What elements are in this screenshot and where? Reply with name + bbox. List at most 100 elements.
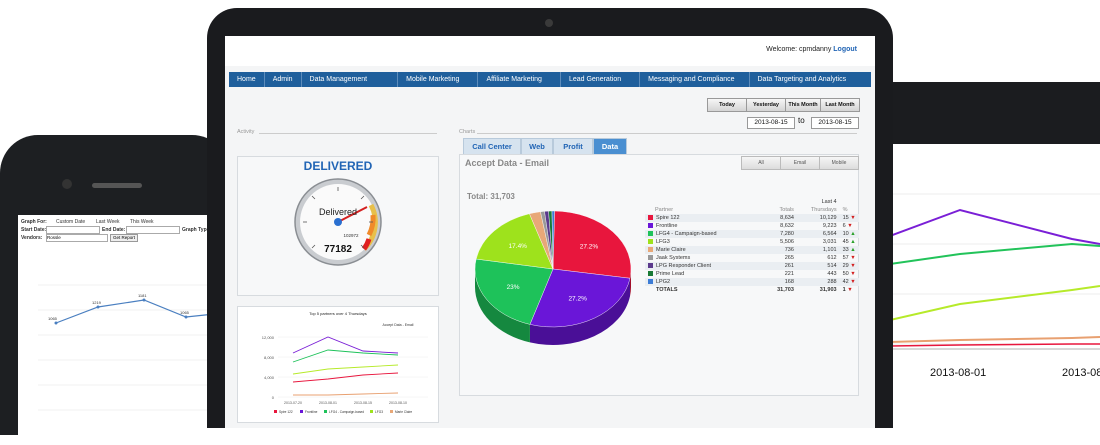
nav-affiliate-marketing[interactable]: Affiliate Marketing bbox=[478, 72, 561, 87]
mini-legend-item: LFG4 - Campaign-based bbox=[329, 410, 364, 414]
partner-totals: 8,632 bbox=[780, 223, 794, 229]
nav-messaging-compliance[interactable]: Messaging and Compliance bbox=[640, 72, 750, 87]
table-row[interactable]: LPG2 168 288 42 ▼ bbox=[645, 278, 859, 286]
partner-name: Prime Lead bbox=[656, 271, 685, 277]
legend-swatch bbox=[648, 231, 653, 237]
pie-slice-side bbox=[475, 269, 530, 343]
filter-mobile-button[interactable]: Mobile bbox=[819, 156, 859, 170]
partner-name: LFG4 - Campaign-based bbox=[656, 231, 717, 237]
vendor-select[interactable]: Rossle bbox=[46, 234, 108, 242]
gauge-sub-value: 102972 bbox=[343, 233, 359, 238]
mini-chart-title: Top 5 partners over 4 Thursdays bbox=[309, 311, 367, 316]
partner-pct: 1 ▼ bbox=[842, 287, 853, 293]
pie-slice[interactable] bbox=[474, 258, 554, 325]
custom-date-radio[interactable]: Custom Date bbox=[56, 219, 86, 225]
today-button[interactable]: Today bbox=[707, 98, 747, 112]
pie-slice[interactable] bbox=[475, 213, 554, 270]
nav-home[interactable]: Home bbox=[229, 72, 265, 87]
nav-admin[interactable]: Admin bbox=[265, 72, 302, 87]
logout-link[interactable]: Logout bbox=[833, 46, 857, 53]
phone-series-line bbox=[55, 299, 225, 324]
filter-all-button[interactable]: All bbox=[741, 156, 781, 170]
tab-data[interactable]: Data bbox=[593, 138, 627, 155]
partner-name: LFG3 bbox=[656, 239, 670, 245]
charts-label: Charts bbox=[459, 129, 476, 135]
mini-x-tick: 2013-08-15 bbox=[354, 401, 372, 405]
series-line-green bbox=[890, 242, 1100, 265]
date-to-input[interactable]: 2013-08-15 bbox=[811, 117, 859, 129]
mini-y-tick: 12,000 bbox=[262, 335, 275, 340]
pie-slice-side bbox=[529, 278, 630, 345]
x-tick-label: 2013-08 bbox=[1062, 367, 1100, 379]
tab-call-center[interactable]: Call Center bbox=[463, 138, 521, 155]
partner-name: LPG Responder Client bbox=[656, 263, 712, 269]
nav-mobile-marketing[interactable]: Mobile Marketing bbox=[398, 72, 479, 87]
last-week-radio[interactable]: Last Week bbox=[96, 219, 120, 225]
col-header-last4: Last 4 bbox=[821, 199, 837, 205]
gauge-label: Delivered bbox=[319, 207, 357, 217]
filter-email-button[interactable]: Email bbox=[780, 156, 820, 170]
table-row[interactable]: Prime Lead 221 443 50 ▼ bbox=[645, 270, 859, 278]
gauge-title: DELIVERED bbox=[303, 159, 373, 173]
col-header-thursdays: Thursdays bbox=[810, 207, 837, 213]
gauge-panel: DELIVERED Delivered 102972 77182 bbox=[237, 156, 439, 296]
partner-pct: 33 ▲ bbox=[842, 247, 856, 253]
start-date-label: Start Date: bbox=[21, 227, 47, 233]
table-row[interactable]: Jaak Systems 265 612 57 ▼ bbox=[645, 254, 859, 262]
gauge-value: 77182 bbox=[324, 244, 352, 255]
partner-totals: 8,634 bbox=[780, 215, 794, 221]
get-report-button[interactable]: Get Report bbox=[110, 234, 138, 242]
table-row[interactable]: LPG Responder Client 261 514 29 ▼ bbox=[645, 262, 859, 270]
start-date-select[interactable] bbox=[46, 226, 100, 234]
mini-y-tick: 8,000 bbox=[264, 355, 275, 360]
legend-swatch bbox=[648, 279, 653, 285]
table-row[interactable]: LFG3 5,506 3,031 45 ▲ bbox=[645, 238, 859, 246]
table-row[interactable]: Marie Claire 736 1,101 33 ▲ bbox=[645, 246, 859, 254]
mini-x-tick: 2013-08-10 bbox=[389, 401, 407, 405]
pie-slice[interactable] bbox=[552, 210, 632, 279]
tab-profit[interactable]: Profit bbox=[553, 138, 593, 155]
yesterday-button[interactable]: Yesterday bbox=[746, 98, 786, 112]
legend-swatch bbox=[648, 223, 653, 229]
camera-icon bbox=[62, 179, 72, 189]
partner-thursdays: 31,903 bbox=[819, 287, 837, 293]
table-row[interactable]: LFG4 - Campaign-based 7,280 6,564 10 ▲ bbox=[645, 230, 859, 238]
table-row[interactable]: Frontline 8,632 9,223 6 ▼ bbox=[645, 222, 859, 230]
mini-legend-item: Marie Claire bbox=[395, 410, 412, 414]
legend-swatch bbox=[648, 239, 653, 245]
last-month-button[interactable]: Last Month bbox=[820, 98, 860, 112]
partner-totals: 221 bbox=[784, 271, 794, 277]
phone-point-label: 1065 bbox=[48, 316, 58, 321]
partner-pct: 15 ▼ bbox=[842, 215, 856, 221]
legend-swatch bbox=[648, 271, 653, 277]
partner-table: Last 4 Partner Totals Thursdays% Spire 122 8,… bbox=[645, 198, 859, 294]
dashboard-screen: Welcome: cpmdanny Logout Home Admin Data… bbox=[225, 36, 875, 428]
nav-lead-generation[interactable]: Lead Generation bbox=[561, 72, 641, 87]
this-week-radio[interactable]: This Week bbox=[130, 219, 154, 225]
end-date-select[interactable] bbox=[126, 226, 180, 234]
pie-slice-label: 27.2% bbox=[568, 296, 587, 303]
partner-thursdays: 9,223 bbox=[822, 223, 837, 229]
pie-slice[interactable] bbox=[529, 268, 631, 328]
this-month-button[interactable]: This Month bbox=[785, 98, 821, 112]
partner-pct: 45 ▲ bbox=[842, 239, 856, 245]
activity-label: Activity bbox=[237, 129, 255, 135]
activity-divider bbox=[259, 133, 437, 134]
date-from-input[interactable]: 2013-08-15 bbox=[747, 117, 795, 129]
partner-thursdays: 10,129 bbox=[819, 215, 837, 221]
partner-thursdays: 3,031 bbox=[822, 239, 837, 245]
nav-data-targeting[interactable]: Data Targeting and Analytics bbox=[757, 76, 847, 83]
col-header-partner: Partner bbox=[655, 207, 674, 213]
pie-slice-label: 17.4% bbox=[509, 243, 528, 250]
pie-slice[interactable] bbox=[551, 210, 555, 270]
tab-web[interactable]: Web bbox=[521, 138, 553, 155]
partner-thursdays: 612 bbox=[827, 255, 837, 261]
right-tablet-screen: 2013-08-01 2013-08 bbox=[890, 144, 1100, 444]
nav-data-management[interactable]: Data Management bbox=[302, 72, 399, 87]
partner-thursdays: 288 bbox=[827, 279, 837, 285]
pie-slice-label: 23% bbox=[507, 284, 520, 291]
table-row[interactable]: TOTALS 31,703 31,903 1 ▼ bbox=[645, 286, 859, 294]
table-row[interactable]: Spire 122 8,634 10,129 15 ▼ bbox=[645, 214, 859, 222]
main-tablet-device: Welcome: cpmdanny Logout Home Admin Data… bbox=[207, 8, 893, 428]
partner-name: Jaak Systems bbox=[656, 255, 691, 261]
